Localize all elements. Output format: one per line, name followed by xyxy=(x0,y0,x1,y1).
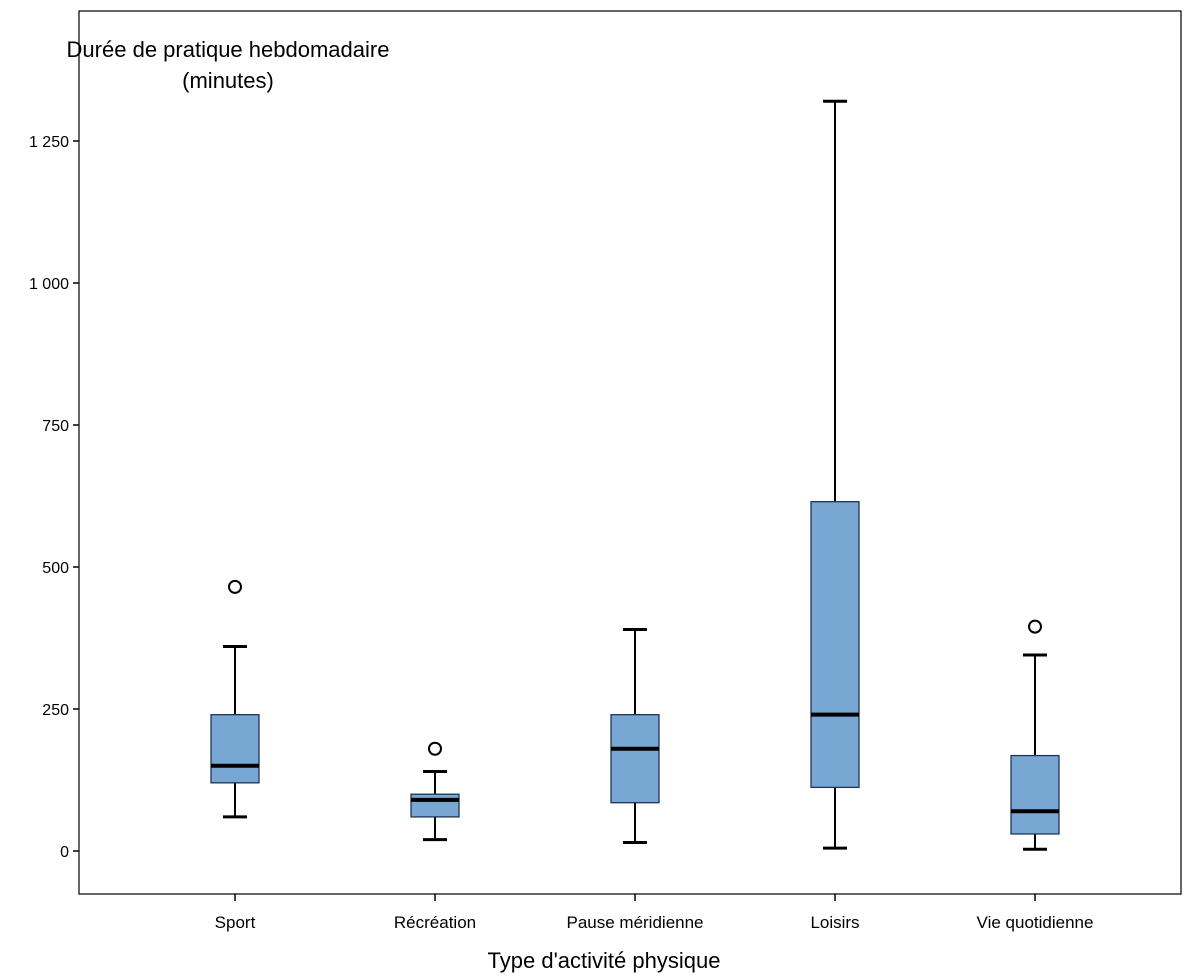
iqr-box xyxy=(610,714,660,804)
x-axis: Sport Récréation Pause méridienne Loisirs Vi… xyxy=(215,894,1094,932)
x-tick-label: Récréation xyxy=(394,913,476,932)
outlier-point xyxy=(228,579,242,594)
x-axis-title: Type d'activité physique xyxy=(488,948,721,973)
y-tick-label: 750 xyxy=(42,418,69,435)
x-tick-label: Vie quotidienne xyxy=(977,913,1094,932)
y-axis: 0 250 500 750 1 000 1 250 xyxy=(29,134,79,861)
outlier-point xyxy=(1028,619,1042,634)
box-3 xyxy=(610,627,660,844)
y-axis-title-line1: Durée de pratique hebdomadaire xyxy=(67,37,390,62)
box-4 xyxy=(810,99,860,850)
x-tick-label: Sport xyxy=(215,913,256,932)
y-tick-label: 0 xyxy=(60,844,69,861)
boxes xyxy=(210,99,1060,851)
box-1 xyxy=(210,579,260,819)
iqr-box xyxy=(810,501,860,789)
y-tick-label: 250 xyxy=(42,702,69,719)
box-5 xyxy=(1010,619,1060,851)
iqr-box xyxy=(210,714,260,784)
x-tick-label: Loisirs xyxy=(810,913,859,932)
plot-frame xyxy=(78,10,1182,895)
iqr-box xyxy=(410,793,460,818)
y-tick-label: 1 250 xyxy=(29,134,69,151)
box-2 xyxy=(410,741,460,842)
y-tick-label: 500 xyxy=(42,560,69,577)
y-tick-label: 1 000 xyxy=(29,276,69,293)
outlier-point xyxy=(428,741,442,756)
iqr-box xyxy=(1010,754,1060,835)
y-axis-title-line2: (minutes) xyxy=(182,68,274,93)
x-tick-label: Pause méridienne xyxy=(566,913,703,932)
